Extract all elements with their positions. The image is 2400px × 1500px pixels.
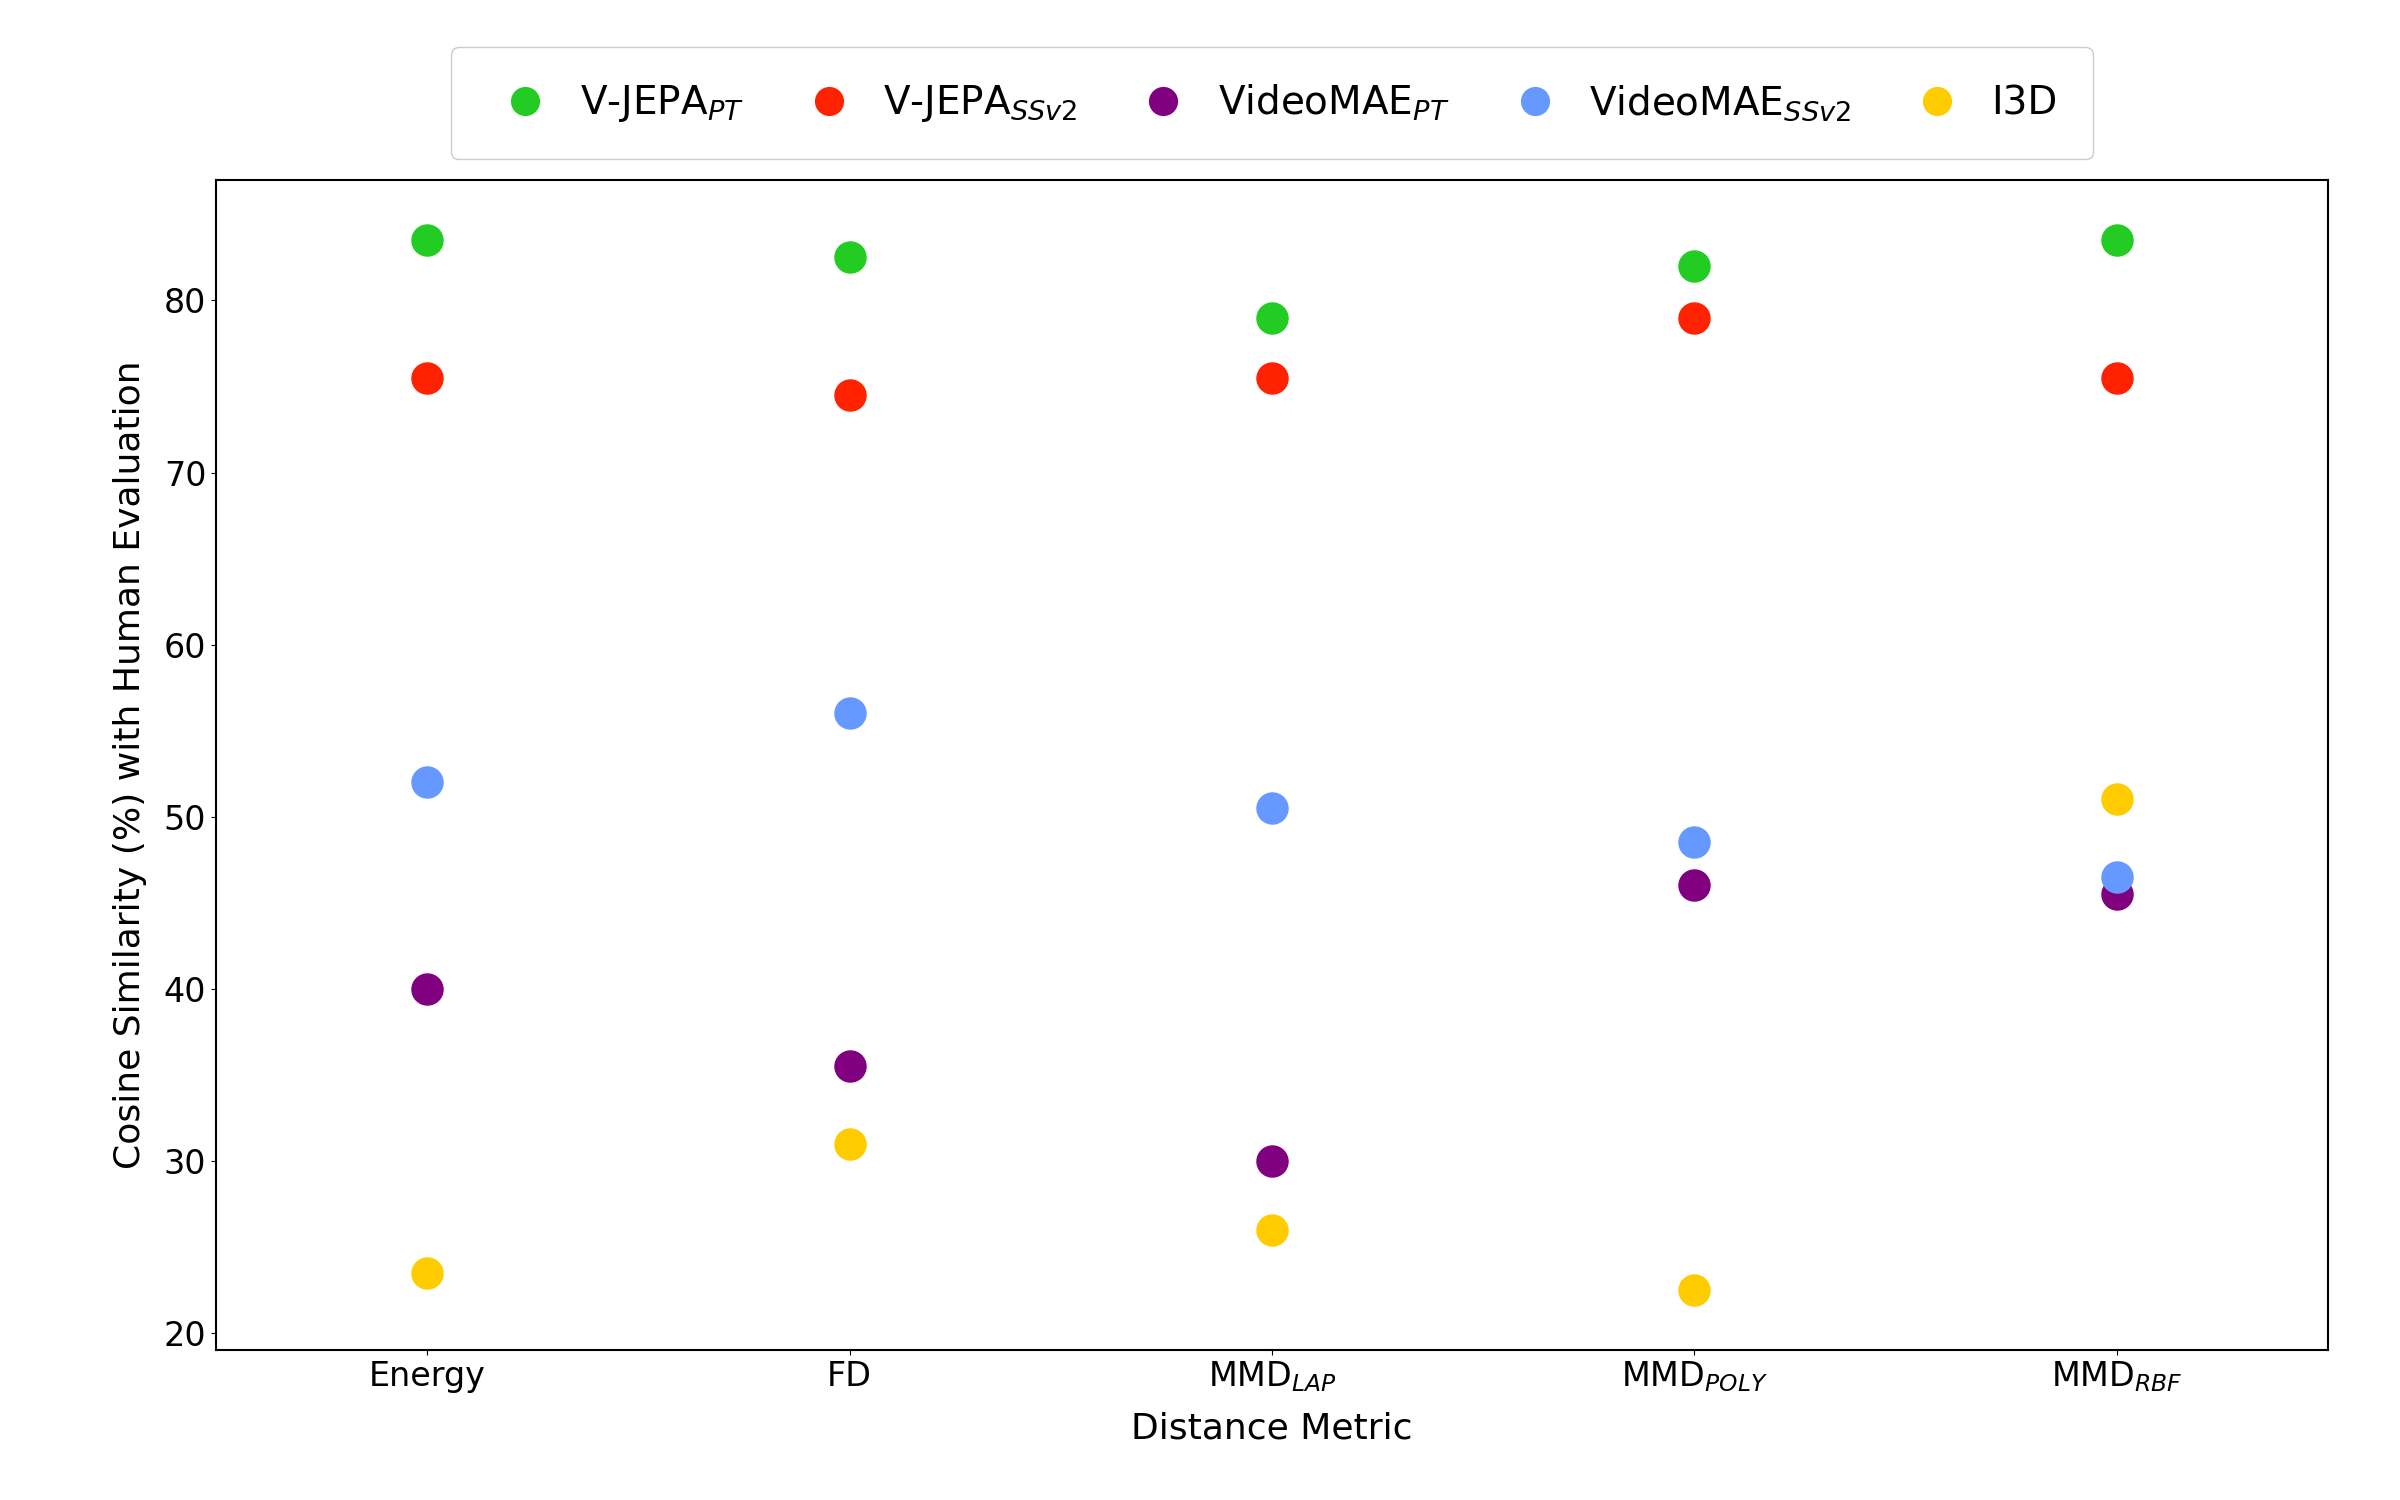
Point bbox=[2098, 366, 2136, 390]
Point bbox=[1253, 306, 1291, 330]
Point bbox=[2098, 228, 2136, 252]
Legend: V-JEPA$_{PT}$, V-JEPA$_{SSv2}$, VideoMAE$_{PT}$, VideoMAE$_{SSv2}$, I3D: V-JEPA$_{PT}$, V-JEPA$_{SSv2}$, VideoMAE… bbox=[451, 48, 2093, 159]
Point bbox=[830, 702, 869, 726]
Point bbox=[408, 770, 446, 794]
X-axis label: Distance Metric: Distance Metric bbox=[1130, 1412, 1414, 1444]
Point bbox=[408, 976, 446, 1000]
Point bbox=[830, 1131, 869, 1155]
Point bbox=[1253, 796, 1291, 820]
Point bbox=[830, 246, 869, 270]
Point bbox=[1253, 366, 1291, 390]
Point bbox=[1253, 1149, 1291, 1173]
Point bbox=[1253, 1218, 1291, 1242]
Point bbox=[408, 228, 446, 252]
Y-axis label: Cosine Similarity (%) with Human Evaluation: Cosine Similarity (%) with Human Evaluat… bbox=[113, 360, 146, 1170]
Point bbox=[1675, 254, 1714, 278]
Point bbox=[408, 1260, 446, 1284]
Point bbox=[1675, 831, 1714, 855]
Point bbox=[1675, 873, 1714, 897]
Point bbox=[2098, 882, 2136, 906]
Point bbox=[408, 366, 446, 390]
Point bbox=[830, 1054, 869, 1078]
Point bbox=[830, 382, 869, 406]
Point bbox=[1675, 306, 1714, 330]
Point bbox=[2098, 788, 2136, 812]
Point bbox=[1675, 1278, 1714, 1302]
Point bbox=[2098, 865, 2136, 889]
